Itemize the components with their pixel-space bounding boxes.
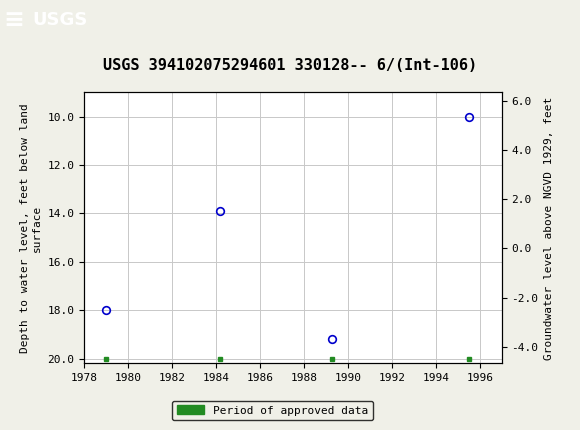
- Y-axis label: Depth to water level, feet below land
surface: Depth to water level, feet below land su…: [20, 103, 42, 353]
- Y-axis label: Groundwater level above NGVD 1929, feet: Groundwater level above NGVD 1929, feet: [544, 96, 554, 359]
- Text: USGS 394102075294601 330128-- 6/(Int-106): USGS 394102075294601 330128-- 6/(Int-106…: [103, 58, 477, 73]
- Text: USGS: USGS: [32, 11, 87, 29]
- Text: ≡: ≡: [3, 8, 24, 32]
- Legend: Period of approved data: Period of approved data: [172, 401, 373, 420]
